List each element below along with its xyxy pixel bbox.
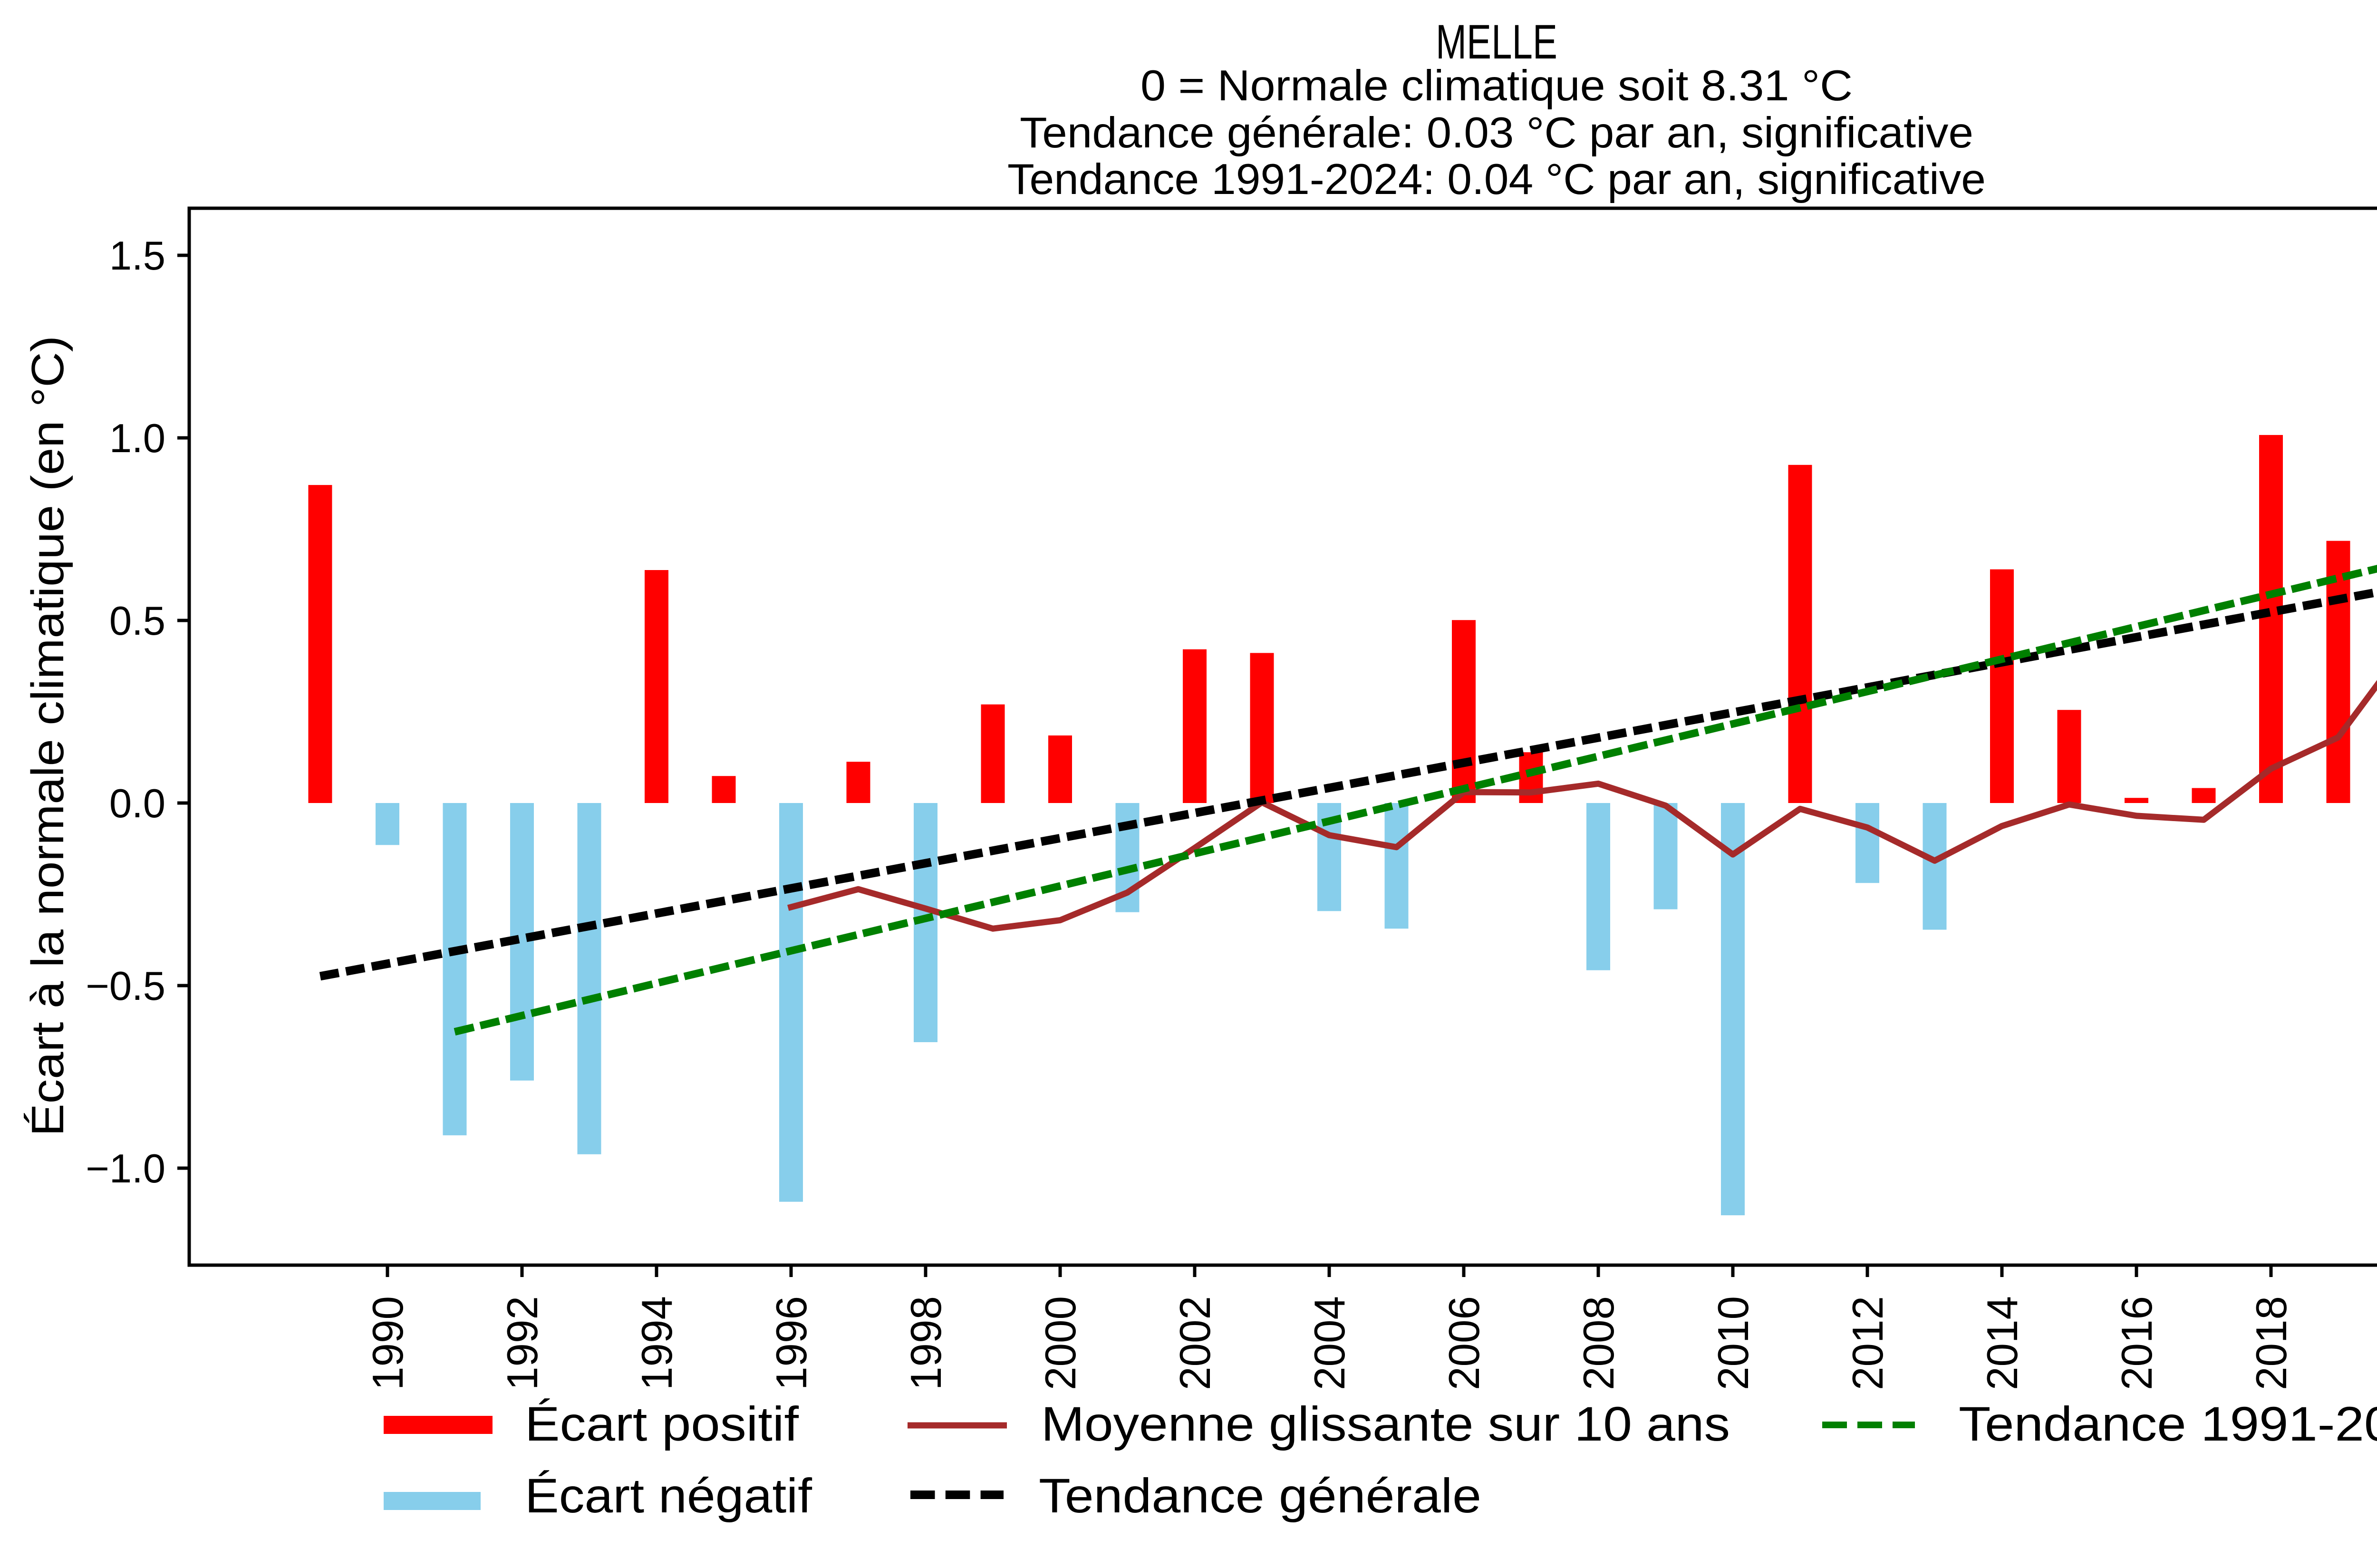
svg-text:0.0: 0.0 (109, 781, 165, 826)
svg-text:−0.5: −0.5 (86, 964, 165, 1009)
svg-text:2004: 2004 (1306, 1296, 1354, 1390)
svg-text:1994: 1994 (633, 1296, 681, 1390)
svg-text:2012: 2012 (1844, 1296, 1892, 1390)
svg-text:MELLE: MELLE (1436, 15, 1557, 69)
svg-text:−1.0: −1.0 (86, 1146, 165, 1191)
svg-text:2006: 2006 (1440, 1296, 1488, 1390)
svg-text:2018: 2018 (2248, 1296, 2296, 1390)
svg-text:Écart positif: Écart positif (525, 1397, 799, 1451)
svg-text:0 = Normale climatique soit 8.: 0 = Normale climatique soit 8.31 °C (1140, 62, 1853, 110)
svg-text:2016: 2016 (2113, 1296, 2161, 1390)
svg-text:Écart négatif: Écart négatif (525, 1469, 812, 1523)
svg-text:2002: 2002 (1171, 1296, 1219, 1390)
svg-text:Tendance 1991-2024: 0.04 °C pa: Tendance 1991-2024: 0.04 °C par an, sign… (1007, 155, 1986, 203)
svg-text:1.0: 1.0 (109, 416, 165, 461)
svg-text:1998: 1998 (902, 1296, 950, 1390)
svg-text:1.5: 1.5 (109, 233, 165, 279)
svg-text:Tendance 1991-2024: Tendance 1991-2024 (1959, 1397, 2377, 1451)
svg-text:Tendance générale: 0.03 °C par: Tendance générale: 0.03 °C par an, signi… (1020, 109, 1973, 157)
svg-text:1992: 1992 (499, 1296, 547, 1390)
svg-text:0.5: 0.5 (109, 599, 165, 644)
svg-text:1990: 1990 (364, 1296, 412, 1390)
svg-text:1996: 1996 (768, 1296, 816, 1390)
svg-text:Tendance générale: Tendance générale (1039, 1469, 1481, 1523)
svg-text:2014: 2014 (1979, 1296, 2027, 1390)
svg-text:2008: 2008 (1575, 1296, 1623, 1390)
svg-text:2000: 2000 (1037, 1296, 1085, 1390)
svg-text:Moyenne glissante sur 10 ans: Moyenne glissante sur 10 ans (1041, 1397, 1730, 1451)
svg-text:2010: 2010 (1710, 1296, 1758, 1390)
svg-text:Écart à la normale climatique: Écart à la normale climatique (en °C) (22, 336, 73, 1136)
